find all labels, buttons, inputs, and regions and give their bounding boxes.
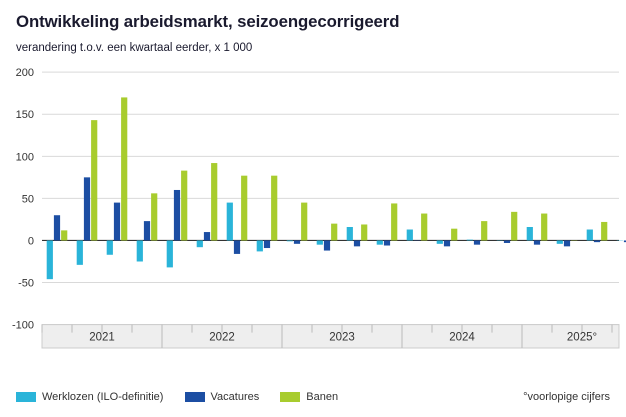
svg-text:50: 50 <box>22 193 34 205</box>
svg-text:2024: 2024 <box>449 331 475 343</box>
svg-text:2022: 2022 <box>209 331 235 343</box>
svg-text:200: 200 <box>16 67 34 79</box>
svg-text:150: 150 <box>16 109 34 121</box>
svg-text:-100: -100 <box>12 320 34 332</box>
svg-text:-50: -50 <box>18 278 34 290</box>
svg-text:100: 100 <box>16 151 34 163</box>
svg-text:2023: 2023 <box>329 331 355 343</box>
svg-text:2025°: 2025° <box>567 331 597 343</box>
svg-text:0: 0 <box>28 235 34 247</box>
svg-text:2021: 2021 <box>89 331 115 343</box>
